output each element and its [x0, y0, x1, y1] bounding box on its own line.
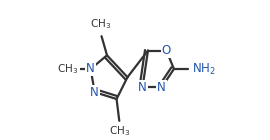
- Text: NH$_2$: NH$_2$: [192, 61, 215, 77]
- Text: O: O: [162, 44, 171, 57]
- Text: N: N: [157, 81, 166, 94]
- Text: CH$_3$: CH$_3$: [90, 18, 111, 32]
- Text: N: N: [86, 62, 95, 75]
- Text: CH$_3$: CH$_3$: [58, 62, 79, 76]
- Text: CH$_3$: CH$_3$: [109, 124, 131, 138]
- Text: N: N: [90, 86, 99, 99]
- Text: N: N: [138, 81, 147, 94]
